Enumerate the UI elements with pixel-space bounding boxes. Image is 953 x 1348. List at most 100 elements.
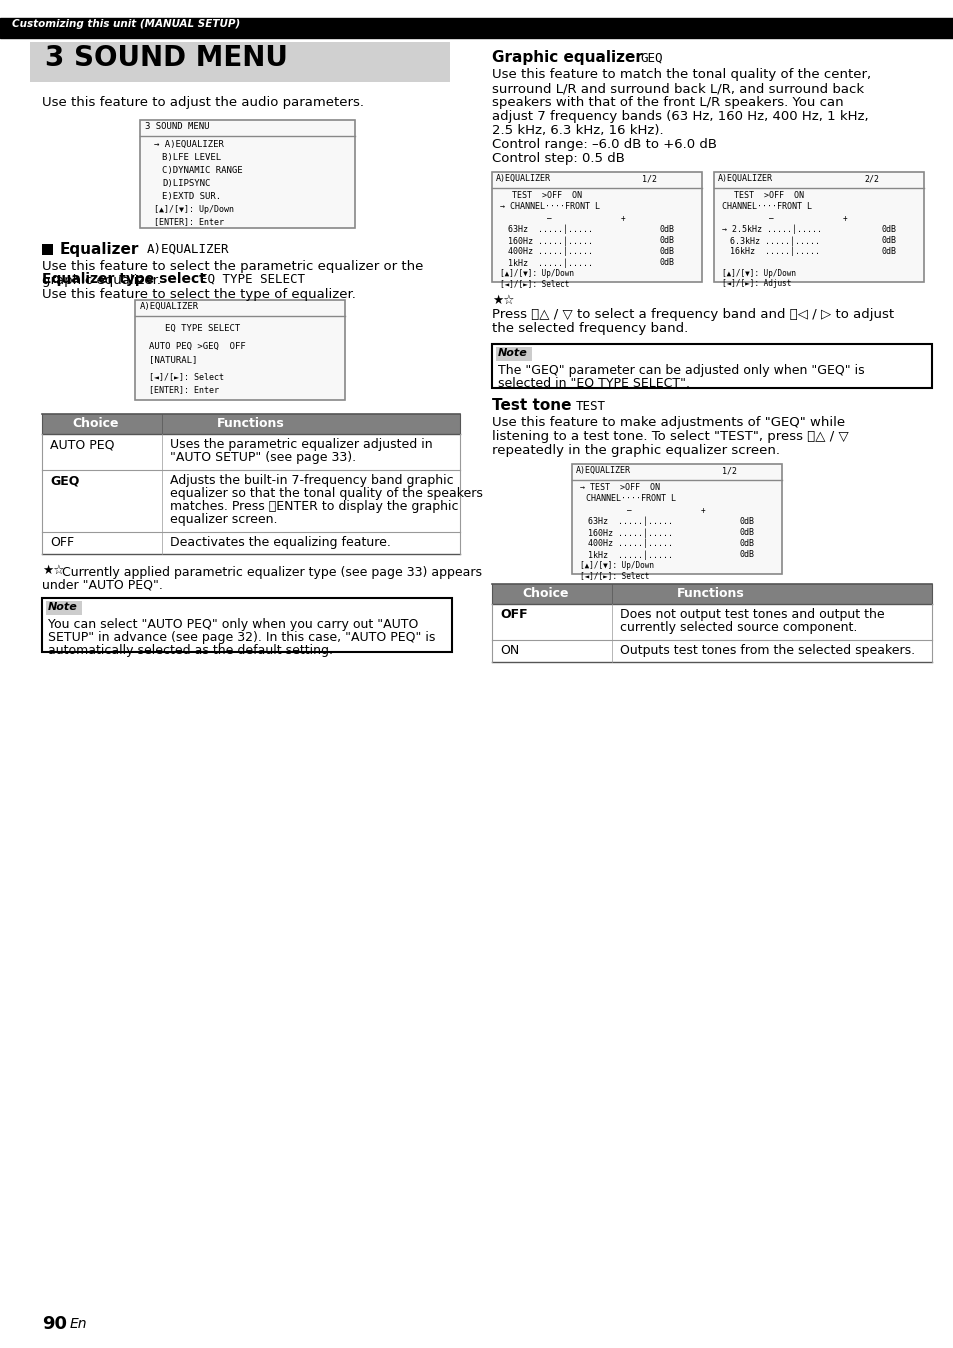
Text: EQ TYPE SELECT: EQ TYPE SELECT: [165, 324, 240, 333]
Text: CHANNEL····FRONT L: CHANNEL····FRONT L: [585, 493, 676, 503]
Text: B)LFE LEVEL: B)LFE LEVEL: [162, 154, 221, 162]
Text: En: En: [70, 1317, 88, 1330]
Text: 160Hz .....│.....: 160Hz .....│.....: [587, 528, 672, 538]
Text: Choice: Choice: [521, 586, 568, 600]
Text: → TEST  >OFF  ON: → TEST >OFF ON: [579, 483, 659, 492]
Text: ★☆: ★☆: [492, 294, 514, 307]
Text: 1/2: 1/2: [641, 174, 657, 183]
Text: 0dB: 0dB: [659, 257, 675, 267]
Text: OFF: OFF: [50, 537, 74, 549]
Bar: [30, 42, 450, 82]
Text: 63Hz  .....│.....: 63Hz .....│.....: [507, 225, 593, 235]
Text: A)EQUALIZER: A)EQUALIZER: [496, 174, 551, 183]
Text: 0dB: 0dB: [659, 247, 675, 256]
Text: Equalizer: Equalizer: [60, 243, 139, 257]
Text: [ENTER]: Enter: [ENTER]: Enter: [153, 217, 224, 226]
Text: Currently applied parametric equalizer type (see page 33) appears: Currently applied parametric equalizer t…: [62, 566, 481, 580]
Text: Use this feature to select the type of equalizer.: Use this feature to select the type of e…: [42, 288, 355, 301]
Text: Graphic equalizer: Graphic equalizer: [492, 50, 642, 65]
Text: –               +: – +: [626, 506, 705, 515]
Text: Adjusts the built-in 7-frequency band graphic: Adjusts the built-in 7-frequency band gr…: [170, 474, 453, 487]
Text: [◄]/[►]: Select: [◄]/[►]: Select: [579, 572, 649, 580]
Text: under "AUTO PEQ".: under "AUTO PEQ".: [42, 580, 163, 592]
Text: Note: Note: [48, 603, 77, 612]
Text: A)EQUALIZER: A)EQUALIZER: [140, 302, 199, 311]
Text: 400Hz .....│.....: 400Hz .....│.....: [587, 539, 672, 549]
Text: –               +: – +: [546, 214, 625, 222]
Text: Use this feature to select the parametric equalizer or the: Use this feature to select the parametri…: [42, 260, 423, 274]
Text: 2/2: 2/2: [863, 174, 878, 183]
Text: → 2.5kHz .....│.....: → 2.5kHz .....│.....: [721, 225, 821, 235]
Text: Deactivates the equalizing feature.: Deactivates the equalizing feature.: [170, 537, 391, 549]
Text: 400Hz .....│.....: 400Hz .....│.....: [507, 247, 593, 256]
Text: Test tone: Test tone: [492, 398, 571, 412]
Bar: [572, 464, 781, 574]
Bar: [492, 344, 931, 388]
Text: Use this feature to make adjustments of "GEQ" while: Use this feature to make adjustments of …: [492, 417, 844, 429]
Text: Functions: Functions: [677, 586, 744, 600]
Bar: [492, 604, 931, 640]
Text: 1kHz  .....│.....: 1kHz .....│.....: [507, 257, 593, 267]
Text: 2.5 kHz, 6.3 kHz, 16 kHz).: 2.5 kHz, 6.3 kHz, 16 kHz).: [492, 124, 663, 137]
Text: 1/2: 1/2: [721, 466, 737, 474]
Text: Functions: Functions: [216, 417, 284, 430]
Text: 0dB: 0dB: [882, 236, 896, 245]
Text: [◄]/[►]: Adjust: [◄]/[►]: Adjust: [721, 279, 791, 288]
Text: [▲]/[▼]: Up/Down: [▲]/[▼]: Up/Down: [499, 270, 574, 278]
Text: EQ TYPE SELECT: EQ TYPE SELECT: [200, 274, 305, 286]
Text: C)DYNAMIC RANGE: C)DYNAMIC RANGE: [162, 166, 242, 175]
Text: 0dB: 0dB: [740, 550, 754, 559]
Text: A)EQUALIZER: A)EQUALIZER: [576, 466, 630, 474]
Text: Equalizer type select: Equalizer type select: [42, 272, 206, 286]
Bar: [42, 599, 452, 652]
Text: [▲]/[▼]: Up/Down: [▲]/[▼]: Up/Down: [721, 270, 795, 278]
Text: ★☆: ★☆: [42, 563, 65, 577]
Text: [◄]/[►]: Select: [◄]/[►]: Select: [499, 279, 569, 288]
Bar: [0, 18, 953, 38]
Text: Outputs test tones from the selected speakers.: Outputs test tones from the selected spe…: [619, 644, 914, 656]
Text: the selected frequency band.: the selected frequency band.: [492, 322, 687, 336]
Text: Uses the parametric equalizer adjusted in: Uses the parametric equalizer adjusted i…: [170, 438, 432, 452]
Text: adjust 7 frequency bands (63 Hz, 160 Hz, 400 Hz, 1 kHz,: adjust 7 frequency bands (63 Hz, 160 Hz,…: [492, 111, 868, 123]
Text: 0dB: 0dB: [659, 236, 675, 245]
Text: OFF: OFF: [499, 608, 527, 621]
Text: graphic equalizer.: graphic equalizer.: [42, 274, 161, 287]
Text: 0dB: 0dB: [882, 225, 896, 235]
Text: 0dB: 0dB: [659, 225, 675, 235]
Text: 90: 90: [42, 1316, 67, 1333]
Text: TEST: TEST: [576, 400, 605, 412]
Text: repeatedly in the graphic equalizer screen.: repeatedly in the graphic equalizer scre…: [492, 443, 780, 457]
Text: equalizer screen.: equalizer screen.: [170, 514, 277, 526]
Bar: [46, 601, 82, 615]
Text: equalizer so that the tonal quality of the speakers: equalizer so that the tonal quality of t…: [170, 487, 482, 500]
Text: TEST  >OFF  ON: TEST >OFF ON: [733, 191, 803, 200]
Text: E)EXTD SUR.: E)EXTD SUR.: [162, 191, 221, 201]
Text: 3 SOUND MENU: 3 SOUND MENU: [45, 44, 288, 71]
Text: The "GEQ" parameter can be adjusted only when "GEQ" is: The "GEQ" parameter can be adjusted only…: [497, 364, 863, 377]
Bar: [492, 640, 931, 662]
Text: "AUTO SETUP" (see page 33).: "AUTO SETUP" (see page 33).: [170, 452, 355, 464]
Bar: [492, 584, 931, 604]
Text: Does not output test tones and output the: Does not output test tones and output th…: [619, 608, 883, 621]
Bar: [135, 301, 345, 400]
Text: GEQ: GEQ: [639, 53, 661, 65]
Text: 6.3kHz .....│.....: 6.3kHz .....│.....: [729, 236, 820, 245]
Text: matches. Press ⓈENTER to display the graphic: matches. Press ⓈENTER to display the gra…: [170, 500, 458, 514]
Text: Note: Note: [497, 348, 527, 359]
Text: speakers with that of the front L/R speakers. You can: speakers with that of the front L/R spea…: [492, 96, 842, 109]
Text: AUTO PEQ: AUTO PEQ: [50, 438, 114, 452]
Text: 0dB: 0dB: [740, 528, 754, 537]
Bar: [42, 532, 459, 554]
Text: CHANNEL····FRONT L: CHANNEL····FRONT L: [721, 202, 811, 212]
Text: Use this feature to adjust the audio parameters.: Use this feature to adjust the audio par…: [42, 96, 364, 109]
Text: 16kHz  .....│.....: 16kHz .....│.....: [729, 247, 820, 256]
Text: selected in "EQ TYPE SELECT".: selected in "EQ TYPE SELECT".: [497, 377, 689, 390]
Text: D)LIPSYNC: D)LIPSYNC: [162, 179, 211, 187]
Text: AUTO PEQ >GEQ  OFF: AUTO PEQ >GEQ OFF: [149, 342, 246, 350]
Text: surround L/R and surround back L/R, and surround back: surround L/R and surround back L/R, and …: [492, 82, 863, 94]
Text: listening to a test tone. To select "TEST", press Ⓢ△ / ▽: listening to a test tone. To select "TES…: [492, 430, 848, 443]
Bar: [496, 346, 532, 361]
Text: –               +: – +: [768, 214, 846, 222]
Text: → A)EQUALIZER: → A)EQUALIZER: [153, 140, 224, 150]
Text: automatically selected as the default setting.: automatically selected as the default se…: [48, 644, 333, 656]
